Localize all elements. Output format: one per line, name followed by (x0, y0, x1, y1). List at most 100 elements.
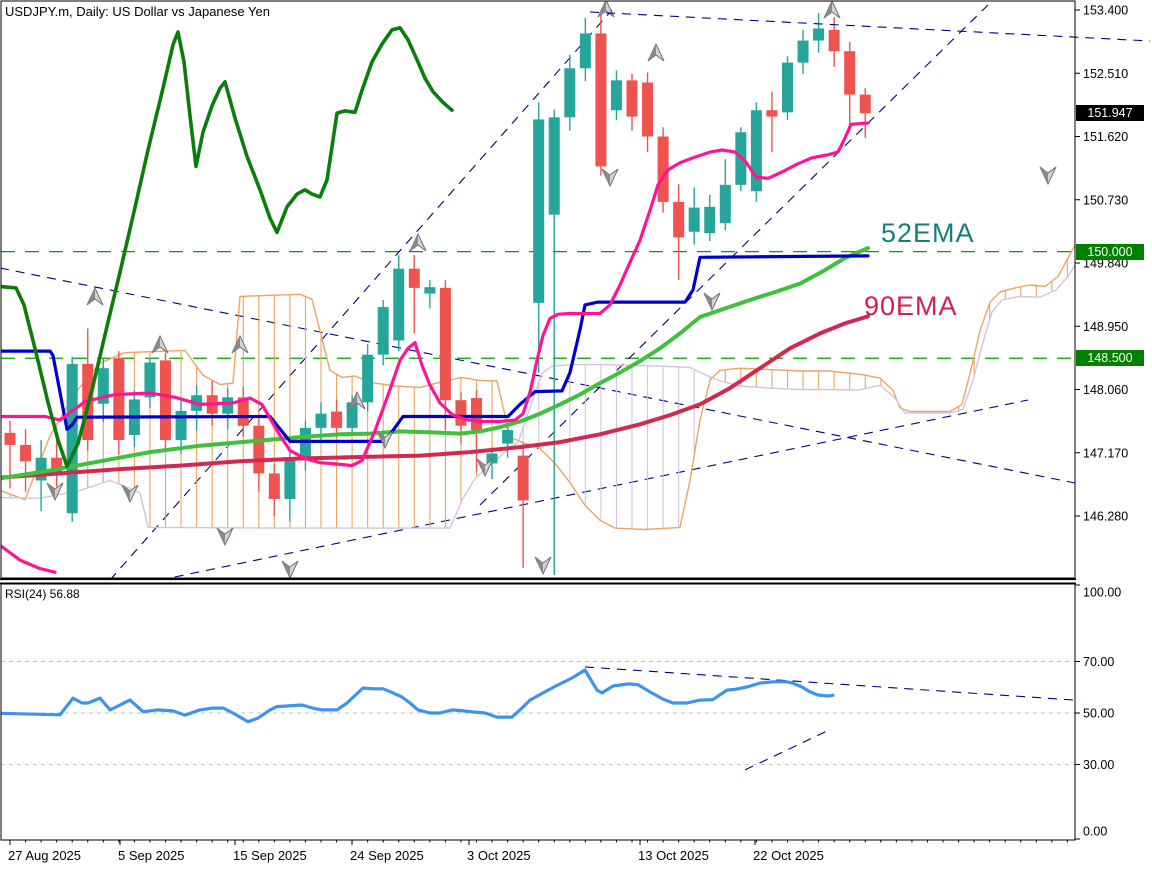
candle[interactable] (377, 299, 389, 366)
candles-layer (4, 12, 871, 576)
fractal-shade (410, 234, 418, 251)
candle[interactable] (439, 280, 451, 431)
candle[interactable] (564, 54, 576, 131)
candle-body (237, 397, 249, 426)
candle[interactable] (408, 255, 420, 334)
rsi-tick-label: 50.00 (1083, 707, 1114, 721)
fractal-shade (282, 561, 290, 578)
rsi-line (1, 668, 835, 724)
candle[interactable] (813, 12, 825, 53)
trendline[interactable] (112, 399, 1029, 590)
candle-body (673, 201, 685, 238)
candle[interactable] (424, 280, 436, 309)
candle-body (750, 110, 762, 192)
senkou-span-a (1, 244, 1075, 531)
candle[interactable] (160, 353, 171, 451)
candle[interactable] (486, 447, 498, 480)
candle[interactable] (97, 358, 109, 423)
candle-body (828, 29, 840, 52)
panel-separator[interactable] (0, 578, 1076, 581)
candle[interactable] (66, 356, 78, 522)
rsi-trendline[interactable] (584, 666, 1075, 701)
candle[interactable] (766, 91, 778, 153)
candle[interactable] (113, 351, 125, 455)
candle[interactable] (222, 388, 234, 430)
trendline[interactable] (110, 9, 613, 580)
candle[interactable] (719, 159, 731, 231)
price-axis[interactable]: 153.400 152.510 151.620 150.730 149.840 148.9… (1075, 4, 1128, 524)
candle-body (346, 402, 358, 428)
candle[interactable] (595, 13, 607, 176)
candle-body (222, 397, 234, 414)
candle[interactable] (284, 449, 296, 522)
candle[interactable] (626, 73, 638, 131)
candle-body (175, 410, 187, 440)
trendline-top-resistance[interactable] (589, 11, 1151, 42)
candle[interactable] (253, 413, 265, 492)
time-axis[interactable]: 27 Aug 2025 5 Sep 2025 15 Sep 2025 24 Sep 2… (8, 840, 1068, 863)
candle[interactable] (502, 425, 514, 458)
candle[interactable] (797, 29, 809, 74)
candle[interactable] (750, 102, 762, 202)
trendline[interactable] (0, 267, 1075, 484)
candle-body (797, 40, 809, 63)
candle-body (455, 400, 467, 426)
candle[interactable] (237, 386, 249, 437)
fractal-shade (598, 1, 606, 17)
ema52-annotation[interactable]: 52EMA (881, 218, 975, 248)
candle[interactable] (844, 41, 856, 131)
candle[interactable] (828, 17, 840, 67)
panel-separator[interactable] (0, 582, 1076, 585)
price-tick-label: 151.620 (1083, 130, 1128, 144)
candle[interactable] (610, 70, 622, 121)
date-label: 24 Sep 2025 (350, 848, 424, 863)
candle[interactable] (331, 399, 343, 438)
date-label: 13 Oct 2025 (638, 848, 709, 863)
rsi-axis[interactable]: 100.00 70.00 50.00 30.00 0.00 (1075, 584, 1121, 840)
candle-body (595, 33, 607, 167)
rsi-panel-surface[interactable] (1, 584, 1075, 840)
candle[interactable] (579, 17, 591, 82)
candle[interactable] (144, 358, 156, 408)
candle-body (377, 307, 389, 355)
tenkan-line (1, 121, 870, 468)
fractal-shade (232, 336, 240, 353)
candle[interactable] (688, 187, 700, 245)
ema90-line (1, 314, 870, 480)
trendline[interactable] (479, 4, 989, 506)
candle[interactable] (268, 463, 280, 517)
candle[interactable] (657, 127, 669, 213)
candle[interactable] (393, 255, 405, 352)
price-tick-label: 146.280 (1083, 510, 1128, 524)
candle-body (284, 459, 296, 499)
candle-body (813, 28, 825, 41)
candle[interactable] (859, 88, 871, 138)
candle-body (610, 80, 622, 111)
candle-body (626, 80, 638, 117)
candle[interactable] (299, 420, 311, 471)
candle[interactable] (517, 443, 529, 568)
candle[interactable] (533, 102, 545, 373)
date-label: 15 Sep 2025 (233, 848, 307, 863)
candle[interactable] (548, 109, 560, 576)
fractal-shade (535, 557, 543, 574)
candle[interactable] (20, 429, 32, 492)
candle-body (362, 354, 374, 403)
candle[interactable] (175, 399, 187, 455)
candle-body (66, 363, 78, 514)
candle[interactable] (782, 56, 793, 121)
fractal-shade (217, 528, 225, 545)
rsi-tick-label: 0.00 (1083, 825, 1107, 839)
date-label: 22 Oct 2025 (753, 848, 824, 863)
candle[interactable] (673, 184, 685, 281)
candle[interactable] (362, 344, 374, 412)
candle-body (144, 362, 156, 398)
candle-body (642, 82, 654, 137)
candle[interactable] (51, 434, 63, 487)
ema90-annotation[interactable]: 90EMA (864, 291, 958, 321)
candle[interactable] (642, 72, 654, 153)
price-tick-label: 150.730 (1083, 193, 1128, 207)
candle[interactable] (704, 194, 716, 241)
fractal-shade (377, 431, 385, 448)
